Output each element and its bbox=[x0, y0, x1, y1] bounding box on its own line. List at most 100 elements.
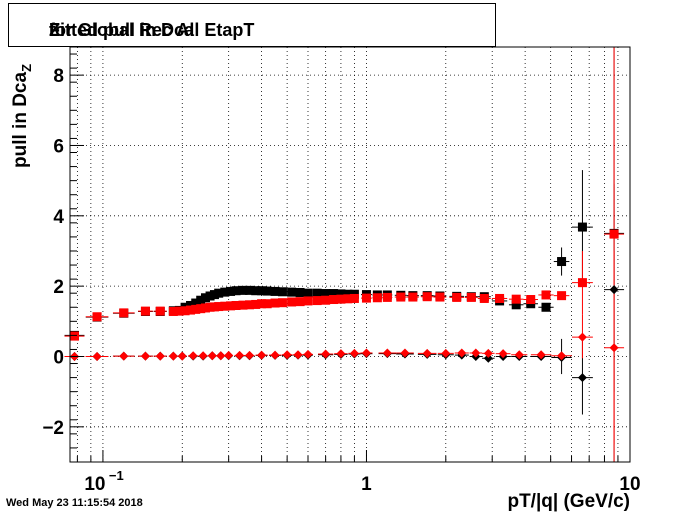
diamond-marker bbox=[321, 349, 331, 359]
square-marker bbox=[174, 306, 184, 316]
y-tick-label: 2 bbox=[53, 277, 64, 298]
square-marker bbox=[155, 306, 165, 316]
square-marker bbox=[238, 285, 248, 295]
diamond-marker bbox=[609, 285, 619, 295]
square-marker bbox=[92, 312, 102, 322]
y-axis-label-sub: Z bbox=[19, 63, 34, 72]
square-marker bbox=[396, 292, 406, 302]
square-marker bbox=[408, 292, 418, 302]
square-marker bbox=[238, 300, 248, 310]
square-marker bbox=[214, 288, 224, 298]
diamond-marker bbox=[577, 373, 587, 383]
square-marker bbox=[262, 299, 272, 309]
diamond-marker bbox=[483, 348, 493, 358]
square-marker bbox=[270, 286, 280, 296]
square-marker bbox=[541, 290, 551, 300]
square-marker bbox=[541, 302, 551, 312]
x-axis-label: pT/|q| (GeV/c) bbox=[507, 491, 630, 512]
axis-ticks bbox=[70, 53, 631, 463]
diamond-marker bbox=[168, 351, 178, 361]
square-marker bbox=[168, 306, 178, 316]
diamond-marker bbox=[422, 348, 432, 358]
square-marker bbox=[321, 289, 331, 299]
square-marker bbox=[119, 308, 129, 318]
square-marker bbox=[321, 295, 331, 305]
square-marker bbox=[257, 286, 267, 296]
diamond-marker bbox=[303, 349, 313, 359]
y-axis-label: pull in DcaZ bbox=[10, 63, 34, 168]
square-marker bbox=[270, 298, 280, 308]
square-marker bbox=[511, 294, 521, 304]
square-marker bbox=[191, 298, 201, 308]
square-marker bbox=[329, 289, 339, 299]
square-marker bbox=[214, 302, 224, 312]
square-marker bbox=[180, 306, 190, 316]
plot-area bbox=[70, 47, 630, 462]
x-tick-label: 10 bbox=[84, 474, 105, 495]
diamond-marker bbox=[282, 350, 292, 360]
square-marker bbox=[452, 292, 462, 302]
diamond-marker bbox=[224, 350, 234, 360]
diamond-marker bbox=[140, 351, 150, 361]
diamond-marker bbox=[457, 348, 467, 358]
square-marker bbox=[200, 303, 210, 313]
square-marker bbox=[196, 295, 206, 305]
square-marker bbox=[257, 299, 267, 309]
tick-labels: −2 0 2 4 6 8 10 −1 1 10 bbox=[42, 66, 640, 495]
square-marker bbox=[312, 288, 322, 298]
square-marker bbox=[435, 292, 445, 302]
diamond-marker bbox=[188, 351, 198, 361]
square-marker bbox=[251, 299, 261, 309]
diamond-marker bbox=[177, 351, 187, 361]
x-tick-label-exponent: −1 bbox=[109, 468, 124, 483]
diamond-marker bbox=[235, 350, 245, 360]
square-marker bbox=[609, 229, 619, 239]
square-marker bbox=[526, 295, 536, 305]
square-marker bbox=[329, 295, 339, 305]
square-marker bbox=[277, 287, 287, 297]
diamond-marker bbox=[349, 348, 359, 358]
chart-title-main: Fitted pull in Dca bbox=[49, 20, 195, 40]
square-marker bbox=[200, 293, 210, 303]
diamond-marker bbox=[155, 351, 165, 361]
diamond-marker bbox=[245, 350, 255, 360]
diamond-marker bbox=[92, 351, 102, 361]
square-marker bbox=[287, 287, 297, 297]
diamond-marker bbox=[119, 351, 129, 361]
square-marker bbox=[349, 293, 359, 303]
diamond-marker bbox=[577, 332, 587, 342]
square-marker bbox=[372, 293, 382, 303]
diamond-marker bbox=[382, 348, 392, 358]
y-tick-label: 6 bbox=[53, 136, 64, 157]
diamond-marker bbox=[609, 343, 619, 353]
square-marker bbox=[295, 287, 305, 297]
timestamp: Wed May 23 11:15:54 2018 bbox=[6, 497, 143, 509]
diamond-marker bbox=[483, 353, 493, 363]
square-marker bbox=[479, 293, 489, 303]
diamond-marker bbox=[557, 351, 567, 361]
x-tick-label: 10 bbox=[619, 474, 640, 495]
square-marker bbox=[303, 296, 313, 306]
square-marker bbox=[277, 298, 287, 308]
diamond-marker bbox=[293, 350, 303, 360]
data-markers bbox=[64, 222, 625, 383]
square-marker bbox=[186, 300, 196, 310]
square-marker bbox=[251, 286, 261, 296]
square-marker bbox=[577, 222, 587, 232]
diamond-marker bbox=[336, 349, 346, 359]
diamond-marker bbox=[498, 349, 508, 359]
square-marker bbox=[69, 331, 79, 341]
square-marker bbox=[186, 305, 196, 315]
square-marker bbox=[196, 304, 206, 314]
square-marker bbox=[231, 300, 241, 310]
diamond-marker bbox=[400, 348, 410, 358]
square-marker bbox=[336, 289, 346, 299]
square-marker bbox=[495, 293, 505, 303]
diamond-marker bbox=[216, 351, 226, 361]
square-marker bbox=[577, 278, 587, 288]
square-marker bbox=[226, 301, 236, 311]
y-axis-label-main: pull in Dca bbox=[10, 71, 31, 168]
diamond-marker bbox=[514, 350, 524, 360]
square-marker bbox=[226, 286, 236, 296]
